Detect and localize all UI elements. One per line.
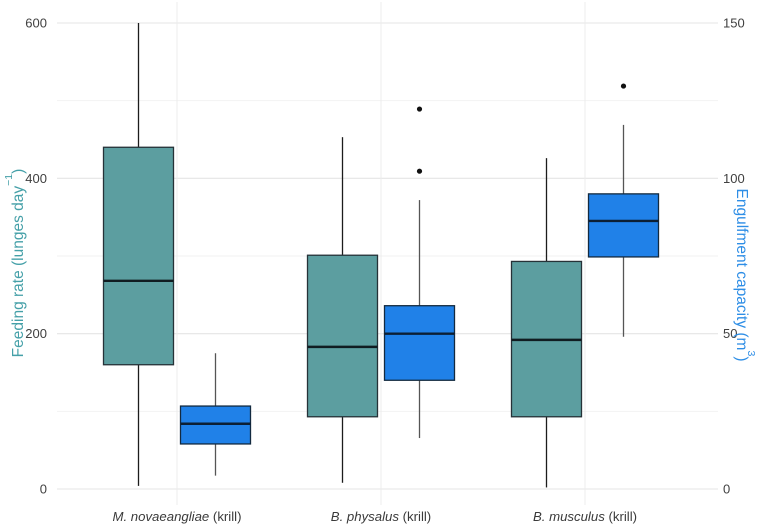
x-category-label: M. novaeangliae (krill) [112,509,241,524]
boxplot-engulfment-capacity-cat2 [383,106,456,439]
axis-tick-labels: 0 200 400 600 0 50 100 150 [25,16,744,497]
right-axis-title: Engulfment capacity (m3) [732,125,757,425]
box-iqr [306,254,379,418]
boxplot-feeding-rate-cat2 [306,137,379,483]
outlier-point [416,106,423,112]
y-tick-label-right: 0 [723,482,730,497]
species-name: B. musculus [533,509,605,524]
y-tick-label-right: 50 [723,326,737,341]
boxplot-engulfment-capacity-cat3 [587,83,660,337]
y-tick-label-left: 400 [25,171,47,186]
species-name: B. physalus [331,509,400,524]
right-axis-title-sup: 3 [744,350,757,357]
vertical-gridlines [176,2,586,505]
left-axis-title-sup: −1 [3,173,16,186]
y-tick-label-right: 100 [723,171,745,186]
boxplot-feeding-rate-cat1 [102,23,175,486]
y-tick-label-left: 0 [40,482,47,497]
species-suffix: (krill) [209,509,241,524]
outlier-point [620,83,627,89]
species-suffix: (krill) [399,509,431,524]
right-axis-title-text: Engulfment capacity (m [732,188,750,351]
left-axis-title-text: Feeding rate (lunges day [10,185,28,358]
y-tick-label-left: 200 [25,326,47,341]
y-tick-label-left: 600 [25,16,47,31]
right-axis-title-close: ) [732,356,750,362]
outlier-point [416,168,423,174]
boxplot-engulfment-capacity-cat1 [179,353,252,476]
x-category-label: B. physalus (krill) [331,509,431,524]
x-category-label: B. musculus (krill) [533,509,637,524]
series-engulfment-capacity [179,83,660,476]
species-name: M. novaeangliae [112,509,209,524]
box-iqr [102,146,175,366]
box-iqr [383,305,456,381]
y-tick-label-right: 150 [723,16,745,31]
species-suffix: (krill) [605,509,637,524]
series-feeding-rate [102,23,583,488]
box-iqr [587,193,660,258]
left-axis-title: Feeding rate (lunges day−1) [3,113,28,413]
boxplot-feeding-rate-cat3 [510,158,583,488]
box-iqr [179,405,252,445]
category-labels: M. novaeangliae (krill) B. physalus (kril… [112,509,637,524]
